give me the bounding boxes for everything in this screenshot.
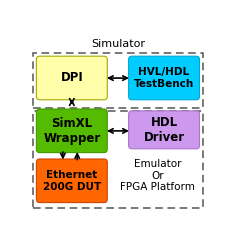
FancyBboxPatch shape: [36, 56, 107, 100]
FancyBboxPatch shape: [36, 159, 107, 203]
Text: SimXL
Wrapper: SimXL Wrapper: [43, 117, 100, 145]
Text: HDL
Driver: HDL Driver: [143, 116, 185, 144]
Text: Ethernet
200G DUT: Ethernet 200G DUT: [43, 170, 101, 192]
Text: DPI: DPI: [61, 72, 83, 85]
FancyBboxPatch shape: [129, 56, 200, 100]
FancyBboxPatch shape: [36, 109, 107, 153]
Text: Emulator
Or
FPGA Platform: Emulator Or FPGA Platform: [120, 159, 195, 192]
FancyBboxPatch shape: [129, 111, 200, 149]
Text: Simulator: Simulator: [91, 39, 145, 49]
Text: HVL/HDL
TestBench: HVL/HDL TestBench: [134, 67, 194, 89]
Bar: [33, 53, 204, 108]
Bar: [33, 110, 204, 208]
